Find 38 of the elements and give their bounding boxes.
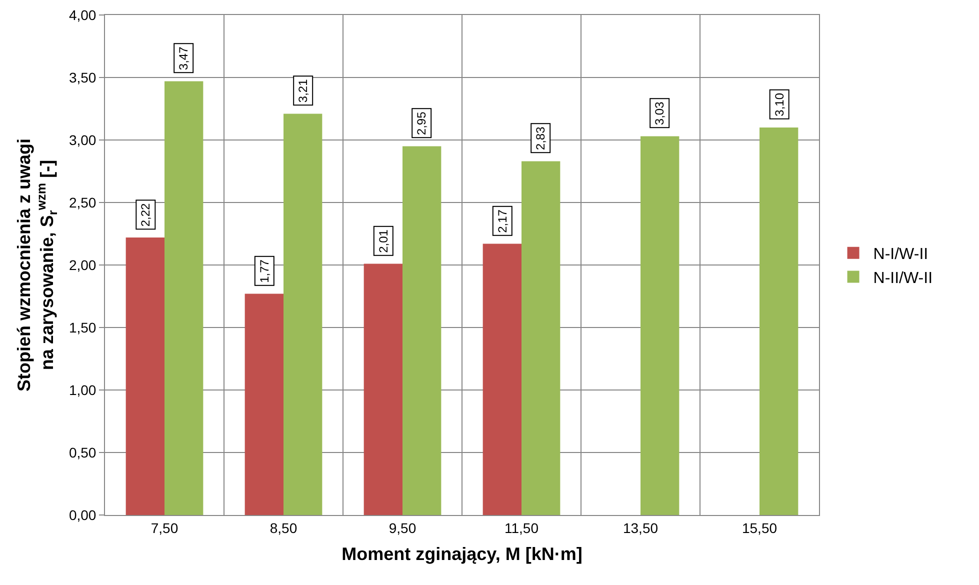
y-tick-label: 0,00 <box>68 506 96 523</box>
bar <box>364 264 402 515</box>
data-label: 2,95 <box>414 111 429 136</box>
bar <box>522 161 560 515</box>
data-label: 3,03 <box>652 101 667 126</box>
bar <box>126 238 164 515</box>
bar <box>482 244 522 515</box>
y-tick-label: 0,50 <box>68 444 96 460</box>
bar <box>402 146 442 515</box>
data-label: 1,77 <box>257 259 272 283</box>
y-tick-label: 3,50 <box>68 69 96 86</box>
x-tick-label: 7,50 <box>150 520 178 536</box>
y-tick-label: 2,00 <box>68 256 96 273</box>
data-label: 2,17 <box>495 209 510 233</box>
y-tick-label: 4,00 <box>68 6 96 23</box>
y-tick-label: 2,50 <box>68 194 96 210</box>
data-label: 2,83 <box>534 126 548 150</box>
y-tick-label: 1,50 <box>68 319 96 336</box>
data-label: 2,01 <box>376 229 390 253</box>
data-label: 3,10 <box>772 92 786 116</box>
data-label: 3,47 <box>176 46 191 70</box>
bar <box>284 114 322 515</box>
bar <box>760 128 798 515</box>
x-tick-label: 11,50 <box>504 520 539 536</box>
y-tick-label: 3,00 <box>68 132 96 148</box>
x-tick-label: 8,50 <box>270 520 298 536</box>
y-tick-label: 1,00 <box>68 382 96 398</box>
data-label: 3,21 <box>296 78 310 103</box>
bar <box>640 136 680 515</box>
legend-label: N-I/W-II <box>873 246 928 264</box>
bar <box>244 294 284 515</box>
x-tick-label: 13,50 <box>622 520 658 536</box>
x-tick-label: 9,50 <box>388 520 416 536</box>
legend-label: N-II/W-II <box>873 270 933 287</box>
x-axis-title: Moment zginający, M [kN·m] <box>342 544 582 564</box>
x-tick-label: 15,50 <box>742 520 778 536</box>
bar <box>164 81 204 515</box>
data-label: 2,22 <box>138 202 153 227</box>
